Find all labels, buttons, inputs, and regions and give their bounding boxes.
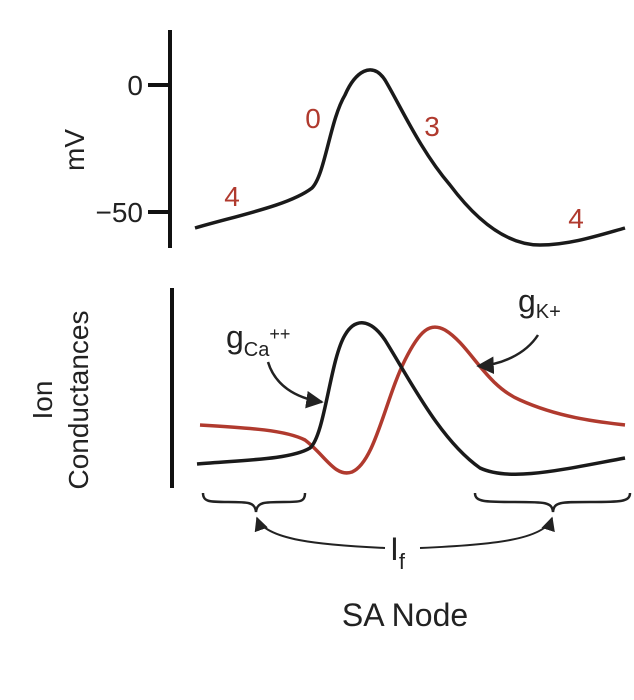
gca-label: gCa++ — [226, 319, 290, 361]
phase-label: 4 — [224, 181, 240, 212]
y-label: Ion — [27, 381, 58, 420]
tick-label: −50 — [96, 197, 144, 228]
phase-label: 0 — [305, 103, 321, 134]
arrow — [419, 516, 555, 549]
caption: SA Node — [342, 597, 468, 633]
action-potential — [194, 68, 626, 247]
y-label: Conductances — [63, 310, 94, 489]
gk-curve — [199, 325, 626, 475]
gk-label: gK+ — [518, 283, 561, 323]
gca-curve — [196, 321, 626, 477]
brace — [201, 492, 307, 513]
if-label: If — [390, 531, 406, 574]
phase-label: 4 — [568, 203, 584, 234]
arrow — [476, 334, 540, 375]
arrow — [266, 361, 324, 409]
tick-label: 0 — [127, 70, 143, 101]
brace — [473, 492, 632, 513]
y-label: mV — [59, 129, 90, 171]
phase-label: 3 — [424, 111, 440, 142]
arrow — [254, 516, 386, 549]
